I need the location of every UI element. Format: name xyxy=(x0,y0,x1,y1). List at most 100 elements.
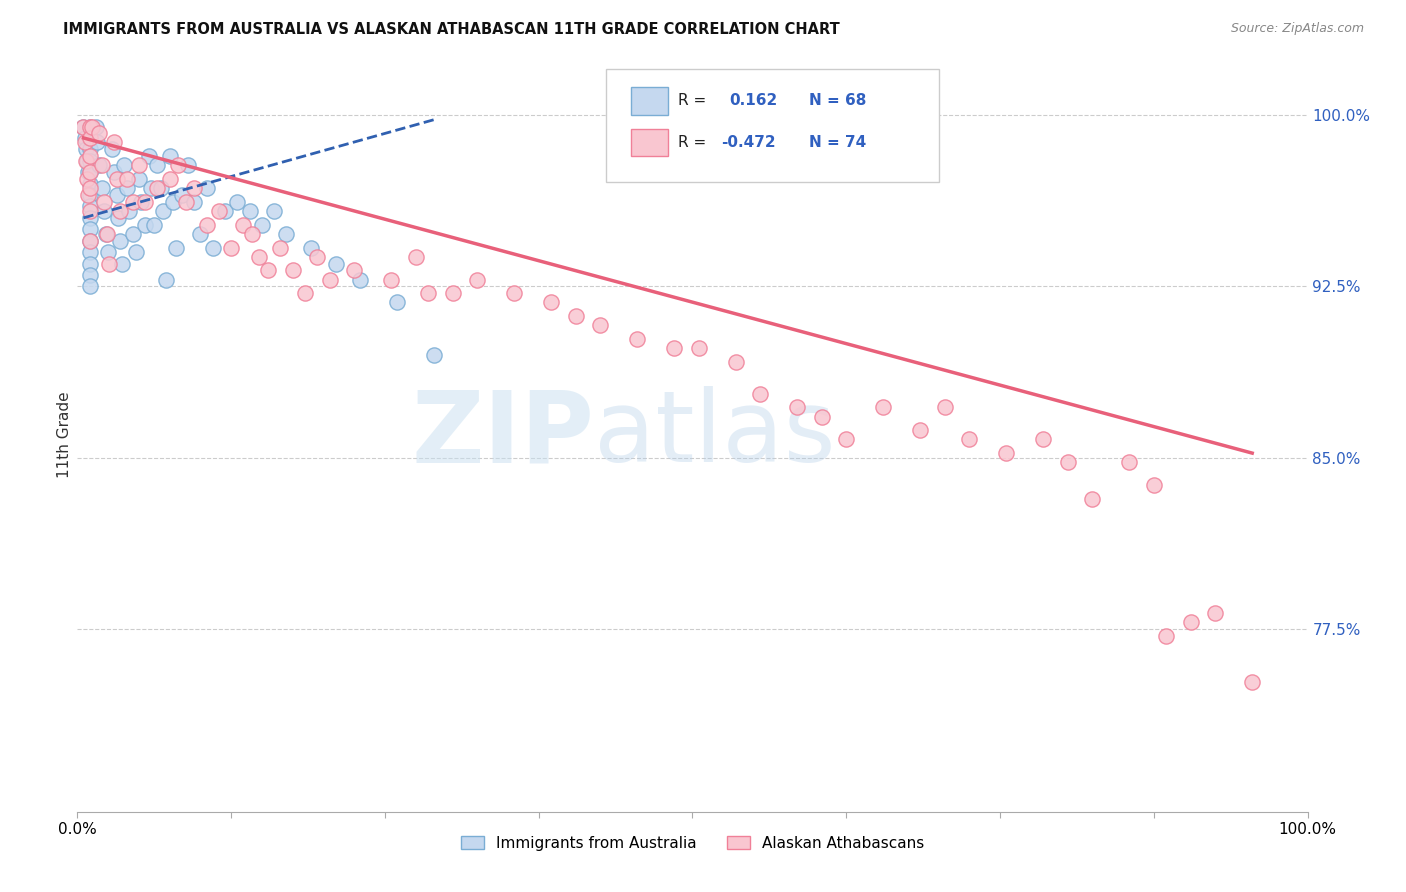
Point xyxy=(1180,615,1202,629)
Point xyxy=(118,204,141,219)
Point xyxy=(226,194,249,209)
Text: N = 74: N = 74 xyxy=(810,135,866,150)
Point xyxy=(405,250,427,264)
Point xyxy=(263,204,285,219)
Point xyxy=(90,158,114,172)
Point xyxy=(165,241,187,255)
Point xyxy=(170,188,193,202)
Point xyxy=(724,355,747,369)
Point xyxy=(134,218,156,232)
Point xyxy=(79,188,101,202)
Point xyxy=(128,172,150,186)
Point xyxy=(1056,455,1078,469)
Point xyxy=(1143,478,1166,492)
Point xyxy=(146,181,169,195)
Text: IMMIGRANTS FROM AUSTRALIA VS ALASKAN ATHABASCAN 11TH GRADE CORRELATION CHART: IMMIGRANTS FROM AUSTRALIA VS ALASKAN ATH… xyxy=(63,22,839,37)
Point xyxy=(103,165,125,179)
Point xyxy=(141,181,163,195)
Text: -0.472: -0.472 xyxy=(721,135,775,150)
Point xyxy=(688,341,710,355)
Point xyxy=(96,227,118,241)
Point xyxy=(589,318,612,333)
Point xyxy=(79,131,101,145)
Point xyxy=(112,158,135,172)
Text: R =: R = xyxy=(678,135,706,150)
Point xyxy=(183,181,205,195)
Point xyxy=(908,423,931,437)
Point xyxy=(786,401,808,415)
Point xyxy=(121,227,143,241)
Text: atlas: atlas xyxy=(595,386,835,483)
Point xyxy=(465,272,488,286)
Point xyxy=(79,142,101,156)
Point xyxy=(872,401,894,415)
Text: Source: ZipAtlas.com: Source: ZipAtlas.com xyxy=(1230,22,1364,36)
Point xyxy=(174,194,197,209)
Point xyxy=(564,309,586,323)
Point xyxy=(232,218,254,232)
Point xyxy=(89,126,111,140)
Point xyxy=(79,245,101,260)
Point xyxy=(76,172,98,186)
Point xyxy=(115,172,138,186)
Point xyxy=(128,158,150,172)
Point xyxy=(115,181,138,195)
Text: ZIP: ZIP xyxy=(411,386,595,483)
Point xyxy=(90,181,114,195)
Point xyxy=(626,332,648,346)
Point xyxy=(138,149,160,163)
Point xyxy=(1081,491,1104,506)
Point xyxy=(76,153,98,168)
Point xyxy=(93,204,115,219)
Point xyxy=(110,204,132,219)
Point xyxy=(155,272,177,286)
Point xyxy=(79,131,101,145)
Y-axis label: 11th Grade: 11th Grade xyxy=(56,392,72,478)
Point xyxy=(957,433,980,447)
Point xyxy=(89,158,111,172)
Point xyxy=(79,149,101,163)
Point xyxy=(79,199,101,213)
Point xyxy=(105,188,128,202)
Bar xyxy=(631,87,668,114)
Point xyxy=(101,142,124,156)
Point xyxy=(1241,674,1264,689)
Point xyxy=(380,272,402,286)
Point xyxy=(188,227,212,241)
Point xyxy=(84,120,107,134)
Point xyxy=(835,433,858,447)
Point xyxy=(1204,606,1226,620)
Text: N = 68: N = 68 xyxy=(810,94,866,109)
Point xyxy=(662,341,685,355)
Point xyxy=(103,136,125,150)
Point xyxy=(98,256,121,270)
Point xyxy=(281,263,304,277)
Point xyxy=(1154,629,1177,643)
Point xyxy=(79,211,101,225)
Point xyxy=(150,181,173,195)
Point xyxy=(240,227,263,241)
Point xyxy=(79,268,101,282)
Point xyxy=(79,165,101,179)
Point xyxy=(129,194,153,209)
Point xyxy=(93,194,115,209)
Point xyxy=(159,149,181,163)
Text: 0.162: 0.162 xyxy=(730,94,778,109)
Point xyxy=(79,120,101,134)
Point xyxy=(423,348,446,362)
Point xyxy=(239,204,262,219)
Point xyxy=(385,295,409,310)
Point xyxy=(325,256,347,270)
Point xyxy=(72,120,94,134)
Bar xyxy=(631,128,668,156)
Point xyxy=(75,153,97,168)
Point xyxy=(195,181,218,195)
Point xyxy=(152,204,174,219)
Legend: Immigrants from Australia, Alaskan Athabascans: Immigrants from Australia, Alaskan Athab… xyxy=(454,830,931,857)
Point xyxy=(294,286,316,301)
Point xyxy=(107,211,129,225)
Point xyxy=(94,227,117,241)
Point xyxy=(299,241,322,255)
Point xyxy=(167,158,190,172)
Point xyxy=(79,279,101,293)
